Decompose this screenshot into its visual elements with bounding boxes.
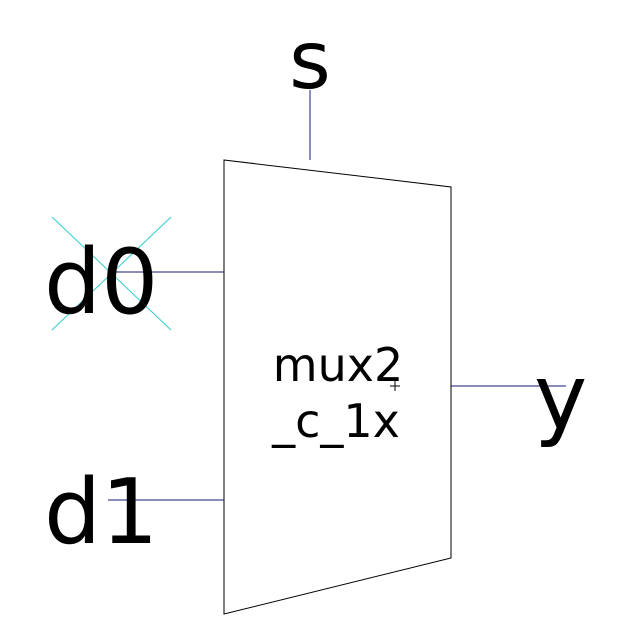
select-pin-label: s (289, 14, 331, 107)
mux-body[interactable] (223, 159, 452, 615)
output-pin-label: y (534, 345, 587, 450)
x-cross-marker-icon (51, 216, 172, 331)
cell-name-line1: mux2 (273, 338, 403, 392)
cell-name-line2: _c_1x (271, 394, 400, 448)
d0-pin-label: d0 (44, 230, 158, 335)
d1-pin-label: d1 (44, 460, 158, 565)
crosshair-icon (390, 381, 400, 391)
